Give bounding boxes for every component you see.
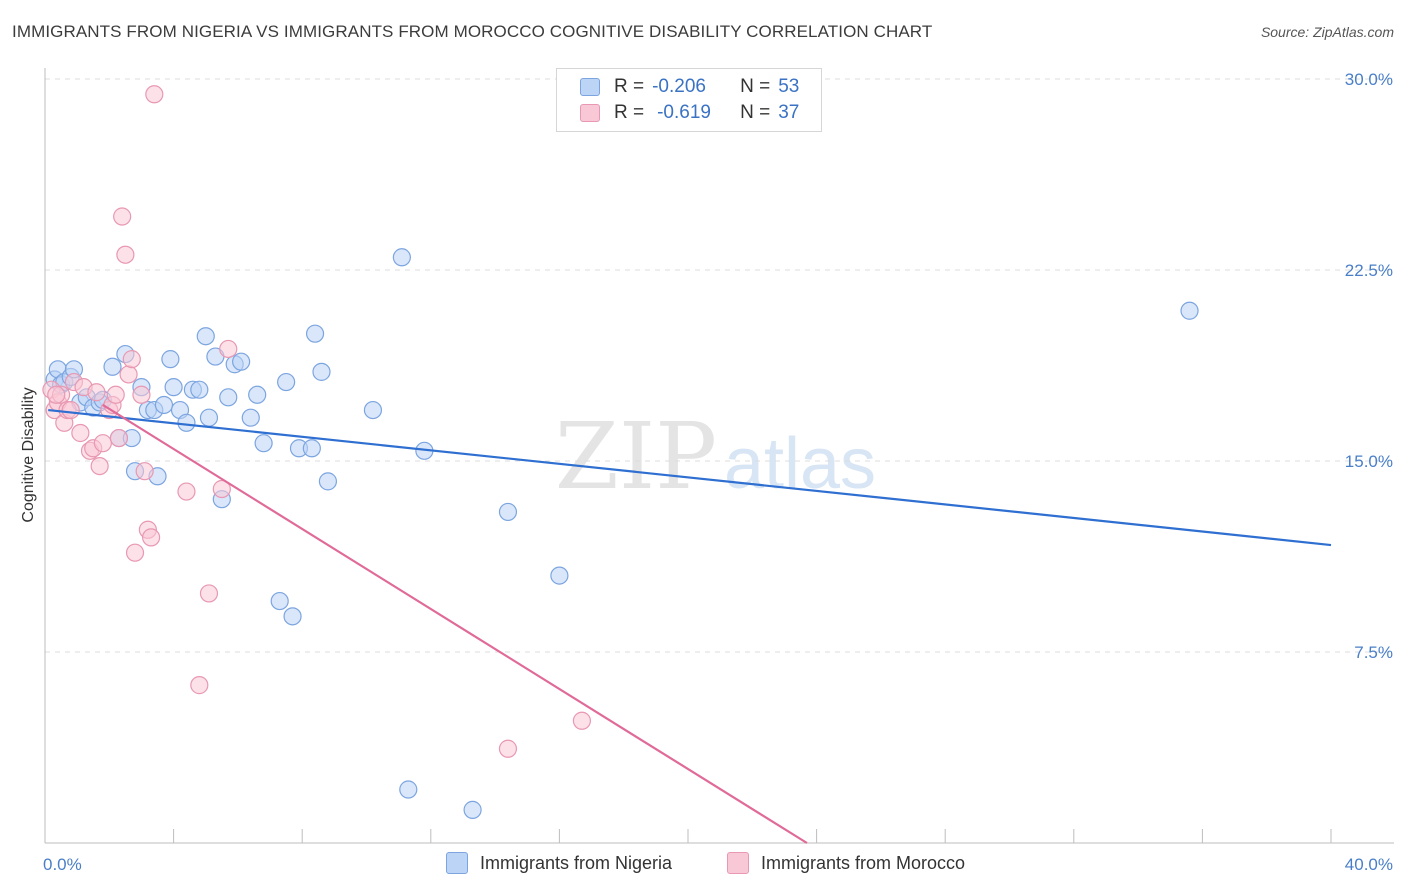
nigeria-point bbox=[196, 327, 215, 346]
legend-item-nigeria[interactable]: Immigrants from Nigeria bbox=[446, 852, 672, 874]
morocco-point bbox=[135, 462, 154, 481]
source-label: Source: ZipAtlas.com bbox=[1260, 24, 1394, 40]
axes bbox=[44, 68, 1394, 844]
x-tick-label: 0.0% bbox=[43, 855, 82, 874]
nigeria-point bbox=[154, 395, 174, 415]
nigeria-point bbox=[232, 352, 251, 371]
morocco-legend-swatch bbox=[727, 852, 749, 874]
morocco-point bbox=[212, 479, 231, 499]
y-tick-label: 15.0% bbox=[1345, 452, 1393, 471]
nigeria-point bbox=[103, 357, 122, 376]
x-tick-label: 40.0% bbox=[1345, 855, 1393, 874]
nigeria-legend-swatch bbox=[446, 852, 468, 874]
morocco-point bbox=[87, 383, 106, 402]
morocco-point bbox=[106, 385, 125, 404]
morocco-point bbox=[572, 711, 592, 730]
morocco-point bbox=[116, 245, 135, 264]
legend-label-morocco: Immigrants from Morocco bbox=[761, 852, 966, 873]
nigeria-point bbox=[219, 388, 238, 407]
nigeria-point bbox=[318, 472, 338, 491]
nigeria-point bbox=[399, 780, 418, 799]
morocco-point bbox=[61, 400, 80, 420]
morocco-point bbox=[71, 423, 90, 443]
n-label: N = bbox=[740, 102, 771, 123]
y-tick-label: 30.0% bbox=[1345, 70, 1393, 89]
nigeria-point bbox=[241, 408, 260, 427]
r-value: -0.206 bbox=[652, 76, 706, 97]
r-label: R = bbox=[614, 102, 645, 123]
morocco-point bbox=[93, 434, 112, 453]
nigeria-point bbox=[550, 566, 569, 585]
y-tick-label: 22.5% bbox=[1345, 261, 1393, 280]
nigeria-point bbox=[164, 378, 183, 397]
n-value: 37 bbox=[778, 102, 800, 123]
morocco-point bbox=[119, 365, 138, 384]
nigeria-point bbox=[302, 439, 321, 458]
nigeria-point bbox=[248, 385, 267, 404]
morocco-point bbox=[109, 428, 129, 448]
nigeria-point bbox=[1180, 301, 1199, 320]
watermark: ZIP atlas bbox=[555, 403, 876, 510]
y-axis-title: Cognitive Disability bbox=[20, 387, 37, 522]
nigeria-trend-line bbox=[48, 408, 1332, 547]
legend-label-nigeria: Immigrants from Nigeria bbox=[480, 852, 673, 873]
stats-row-morocco: R = -0.619 N = 37 bbox=[557, 100, 799, 126]
morocco-point bbox=[122, 350, 141, 369]
morocco-point bbox=[90, 456, 109, 476]
morocco-point bbox=[47, 385, 66, 404]
morocco-point bbox=[219, 339, 238, 359]
nigeria-point bbox=[392, 248, 411, 267]
watermark-zip: ZIP bbox=[555, 403, 717, 510]
nigeria-point bbox=[270, 591, 289, 611]
n-label: N = bbox=[740, 76, 771, 97]
nigeria-point bbox=[363, 400, 383, 420]
n-value: 53 bbox=[778, 76, 800, 97]
nigeria-point bbox=[199, 408, 219, 427]
nigeria-point bbox=[283, 607, 302, 626]
legend-item-morocco[interactable]: Immigrants from Morocco bbox=[727, 852, 965, 874]
nigeria-swatch bbox=[580, 78, 600, 96]
r-value: -0.619 bbox=[657, 102, 711, 123]
nigeria-point bbox=[312, 362, 331, 381]
nigeria-point bbox=[277, 372, 296, 392]
nigeria-point bbox=[498, 502, 518, 522]
nigeria-point bbox=[190, 380, 209, 399]
morocco-point bbox=[141, 528, 161, 547]
morocco-point bbox=[199, 584, 219, 603]
nigeria-point bbox=[177, 413, 196, 432]
chart-title: IMMIGRANTS FROM NIGERIA VS IMMIGRANTS FR… bbox=[12, 22, 933, 41]
morocco-swatch bbox=[580, 104, 600, 122]
morocco-point bbox=[498, 739, 518, 758]
morocco-point bbox=[132, 385, 151, 404]
morocco-point bbox=[125, 543, 145, 562]
nigeria-point bbox=[305, 324, 325, 343]
tick-labels: 7.5% 15.0% 22.5% 30.0% 0.0% 40.0% bbox=[43, 70, 1393, 874]
morocco-point bbox=[177, 482, 196, 501]
morocco-point bbox=[190, 676, 209, 695]
r-label: R = bbox=[614, 76, 645, 97]
nigeria-point bbox=[463, 800, 482, 819]
morocco-point bbox=[113, 207, 132, 226]
watermark-atlas: atlas bbox=[724, 424, 876, 504]
morocco-point bbox=[145, 85, 164, 104]
morocco-trend-line bbox=[102, 404, 808, 844]
y-tick-label: 7.5% bbox=[1354, 643, 1393, 662]
correlation-stats-box: R = -0.206 N = 53 R = -0.619 N = 37 bbox=[556, 68, 822, 132]
grid bbox=[45, 78, 1394, 653]
nigeria-point bbox=[161, 350, 180, 369]
stats-row-nigeria: R = -0.206 N = 53 bbox=[557, 74, 799, 100]
trend-lines bbox=[48, 404, 1332, 844]
nigeria-point bbox=[254, 434, 273, 453]
